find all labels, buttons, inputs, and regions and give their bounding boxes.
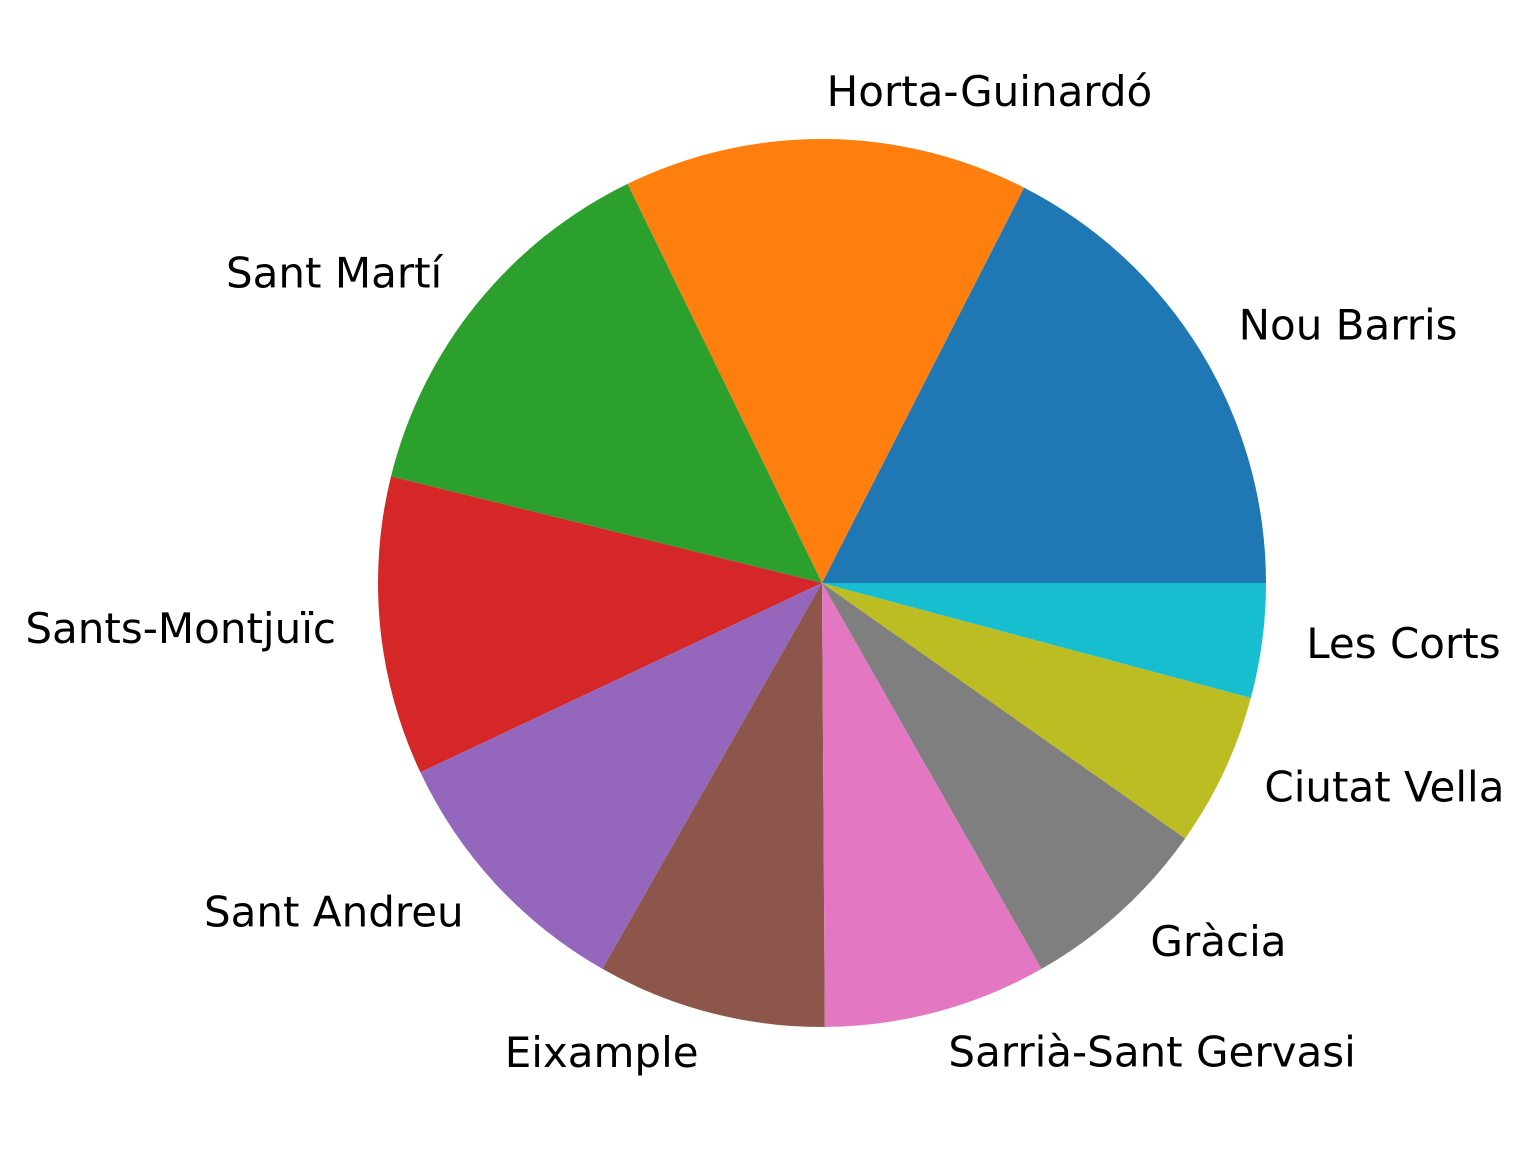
pie-slice-sant-andreu: [420, 583, 822, 969]
pie-label-eixample: Eixample: [505, 1028, 699, 1077]
pie-slice-gracia: [822, 583, 1186, 969]
pie-slice-horta-guinardo: [627, 139, 1025, 583]
pie-slice-eixample: [602, 583, 825, 1027]
pie-label-ciutat-vella: Ciutat Vella: [1264, 762, 1504, 811]
pie-label-sants-montjuic: Sants-Montjuïc: [25, 604, 336, 653]
pie-slice-sants-montjuic: [377, 476, 822, 773]
pie-slice-ciutat-vella: [822, 583, 1251, 839]
pie-label-sarria-sant-gervasi: Sarrià-Sant Gervasi: [948, 1027, 1355, 1076]
pie-label-gracia: Gràcia: [1150, 917, 1286, 966]
pie-labels: Nou Barris Horta-Guinardó Sant Martí Sants-…: [25, 67, 1504, 1077]
pie-slice-sant-marti: [391, 183, 822, 583]
pie-label-nou-barris: Nou Barris: [1239, 301, 1458, 350]
pie-label-sant-marti: Sant Martí: [226, 248, 444, 297]
pie-slices: [377, 139, 1266, 1027]
pie-label-les-corts: Les Corts: [1306, 619, 1500, 668]
pie-slice-nou-barris: [822, 187, 1266, 583]
pie-slice-sarria-sant-gervasi: [822, 583, 1042, 1027]
pie-slice-les-corts: [822, 583, 1266, 698]
pie-label-horta-guinardo: Horta-Guinardó: [827, 67, 1153, 116]
pie-label-sant-andreu: Sant Andreu: [204, 887, 464, 936]
